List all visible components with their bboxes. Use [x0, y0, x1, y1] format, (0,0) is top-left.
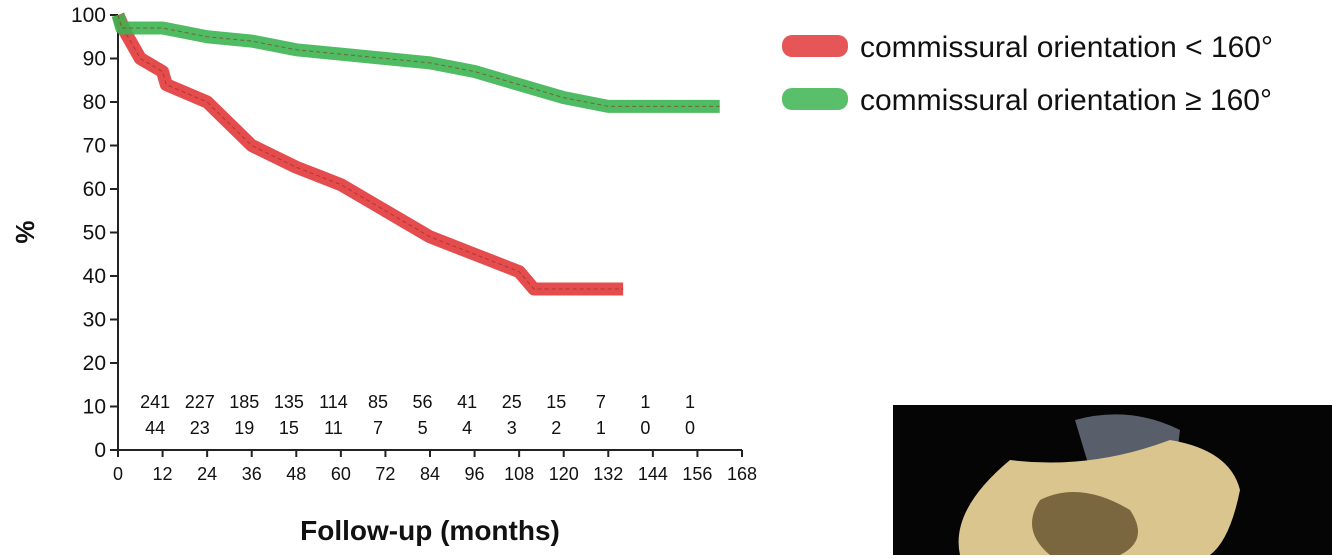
- legend-swatch: [782, 35, 848, 57]
- y-tick-label: 50: [83, 222, 106, 245]
- at-risk-count: 241: [140, 392, 170, 412]
- x-tick-label: 36: [242, 464, 262, 484]
- x-tick-label: 96: [465, 464, 485, 484]
- x-tick-label: 84: [420, 464, 440, 484]
- at-risk-count: 44: [145, 418, 165, 438]
- y-tick-label: 70: [83, 135, 106, 158]
- x-tick-label: 48: [286, 464, 306, 484]
- at-risk-count: 56: [413, 392, 433, 412]
- y-tick-label: 100: [71, 4, 106, 27]
- at-risk-count: 19: [234, 418, 254, 438]
- legend-swatch: [782, 88, 848, 110]
- at-risk-count: 0: [685, 418, 695, 438]
- at-risk-count: 4: [462, 418, 472, 438]
- y-tick-label: 30: [83, 309, 106, 332]
- at-risk-count: 114: [319, 392, 348, 412]
- at-risk-count: 15: [279, 418, 299, 438]
- x-tick-label: 156: [682, 464, 712, 484]
- x-tick-label: 12: [153, 464, 173, 484]
- y-tick-label: 0: [94, 439, 106, 462]
- at-risk-count: 3: [507, 418, 517, 438]
- x-tick-label: 24: [197, 464, 217, 484]
- at-risk-count: 1: [640, 392, 650, 412]
- legend-label: commissural orientation ≥ 160°: [860, 84, 1272, 117]
- at-risk-count: 1: [685, 392, 695, 412]
- at-risk-count: 25: [502, 392, 522, 412]
- y-tick-label: 60: [83, 178, 106, 201]
- at-risk-count: 7: [373, 418, 383, 438]
- x-tick-label: 168: [727, 464, 757, 484]
- y-tick-label: 80: [83, 91, 106, 114]
- x-tick-label: 72: [375, 464, 395, 484]
- legend-label: commissural orientation < 160°: [860, 31, 1273, 64]
- at-risk-count: 7: [596, 392, 606, 412]
- at-risk-count: 2: [551, 418, 561, 438]
- y-tick-label: 10: [83, 396, 106, 419]
- x-tick-label: 144: [638, 464, 668, 484]
- at-risk-count: 85: [368, 392, 388, 412]
- chart: Follow-up (months) % 0102030405060708090…: [0, 0, 1332, 555]
- y-tick-label: 40: [83, 265, 106, 288]
- at-risk-count: 185: [229, 392, 259, 412]
- x-tick-label: 0: [113, 464, 123, 484]
- at-risk-count: 11: [324, 418, 343, 438]
- at-risk-count: 23: [190, 418, 210, 438]
- at-risk-count: 5: [418, 418, 428, 438]
- x-tick-label: 108: [504, 464, 534, 484]
- x-tick-label: 120: [549, 464, 579, 484]
- at-risk-count: 0: [640, 418, 650, 438]
- at-risk-count: 41: [457, 392, 477, 412]
- y-tick-label: 90: [83, 48, 106, 71]
- series-band: [118, 15, 720, 106]
- x-tick-label: 60: [331, 464, 351, 484]
- at-risk-count: 1: [596, 418, 606, 438]
- y-tick-label: 20: [83, 352, 106, 375]
- x-axis-label: Follow-up (months): [300, 515, 560, 546]
- y-axis-label: %: [10, 220, 40, 243]
- x-tick-label: 132: [593, 464, 623, 484]
- at-risk-count: 15: [546, 392, 566, 412]
- at-risk-count: 227: [185, 392, 215, 412]
- at-risk-count: 135: [274, 392, 304, 412]
